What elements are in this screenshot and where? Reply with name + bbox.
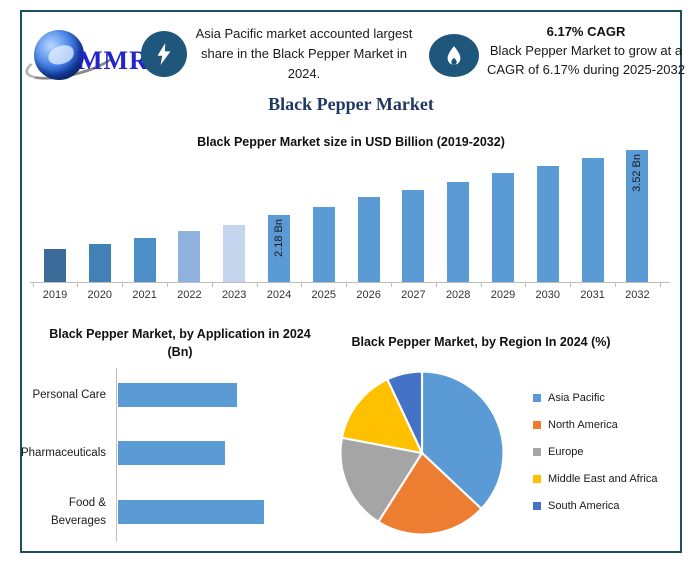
legend-swatch-icon [533, 421, 541, 429]
x-axis-tick [435, 283, 437, 287]
legend-item-north-america: North America [533, 416, 657, 434]
globe-icon [34, 30, 84, 80]
x-axis-tick [525, 283, 527, 287]
legend-swatch-icon [533, 394, 541, 402]
legend-swatch-icon [533, 475, 541, 483]
legend-swatch-icon [533, 448, 541, 456]
x-axis-tick [256, 283, 258, 287]
bar-2030 [536, 166, 559, 282]
category-label-food-beverages: Food & Beverages [51, 497, 106, 527]
legend-label: North America [548, 419, 618, 431]
x-axis-label-2019: 2019 [42, 289, 68, 301]
market-size-chart-title: Black Pepper Market size in USD Billion … [197, 135, 505, 149]
x-axis-tick [346, 283, 348, 287]
x-axis-tick [167, 283, 168, 287]
application-chart-title: Black Pepper Market, by Application in 2… [49, 327, 311, 359]
x-axis-label-2023: 2023 [221, 289, 247, 301]
pie-slice-asia-pacific [420, 370, 505, 511]
pie-slice-south-america [385, 370, 424, 454]
x-axis-label-2020: 2020 [87, 289, 113, 301]
market-size-chart: 2019 2020 2021 2022 2023 2.18 Bn 2024 2025 2026 2… [30, 150, 670, 301]
category-label-pharmaceuticals: Pharmaceuticals [20, 447, 106, 459]
x-axis-tick [32, 283, 34, 287]
pie-slice-middle-east-and-africa [340, 377, 424, 455]
pie-slice-europe [339, 436, 424, 524]
page-title: Black Pepper Market [268, 94, 434, 114]
bar-2026 [357, 197, 380, 282]
bar-2027 [402, 190, 425, 282]
x-axis-label-2031: 2031 [580, 289, 605, 301]
bar-2023 [223, 225, 246, 282]
legend-item-asia-pacific: Asia Pacific [533, 389, 657, 407]
legend-label: South America [548, 500, 620, 512]
lightning-icon [157, 42, 171, 66]
x-axis-tick [211, 283, 213, 287]
cagr-badge [429, 34, 479, 77]
bar-personal-care [118, 383, 237, 407]
page-border-frame [20, 10, 682, 553]
x-axis-label-2025: 2025 [311, 289, 337, 301]
x-axis-label-2024: 2024 [266, 289, 292, 301]
x-axis-label-2027: 2027 [401, 289, 426, 301]
x-axis-tick [570, 283, 572, 287]
region-pie-chart [339, 370, 505, 536]
category-label-personal-care: Personal Care [32, 389, 106, 401]
bar-2025 [312, 207, 335, 282]
x-axis-tick [480, 283, 482, 287]
application-chart [116, 368, 294, 542]
cagr-text: Black Pepper Market to grow at a CAGR of… [486, 43, 685, 77]
bar-2028 [447, 182, 470, 282]
x-axis-tick [301, 283, 303, 287]
x-axis-tick [659, 283, 661, 287]
cagr-title: 6.17% CAGR [546, 24, 626, 39]
mmr-logo: MMR [21, 20, 148, 88]
legend-swatch-icon [533, 502, 541, 510]
bar-2024: 2.18 Bn [268, 215, 290, 282]
region-chart-title: Black Pepper Market, by Region In 2024 (… [351, 335, 611, 349]
x-axis-tick [122, 283, 124, 287]
bar-2022 [178, 231, 201, 282]
legend-label: Europe [548, 446, 584, 458]
highlight-badge [141, 31, 187, 77]
x-axis-label-2032: 2032 [625, 289, 650, 301]
legend-item-south-america: South America [533, 497, 657, 515]
bar-2029 [492, 173, 514, 282]
x-axis-label-2028: 2028 [445, 289, 471, 301]
legend-label: Asia Pacific [548, 392, 605, 404]
cagr-callout: 6.17% CAGR Black Pepper Market to grow a… [482, 24, 690, 79]
pie-slice-north-america [376, 451, 483, 536]
bar-2019 [44, 249, 66, 282]
x-axis-tick [615, 283, 616, 287]
region-legend: Asia Pacific North America Europe Middle Ea… [533, 389, 657, 515]
bar-data-label-2032: 3.52 Bn [631, 154, 644, 192]
x-axis-label-2029: 2029 [490, 289, 516, 301]
x-axis-label-2030: 2030 [535, 289, 561, 301]
bar-pharmaceuticals [118, 441, 225, 465]
legend-item-europe: Europe [533, 443, 657, 461]
bar-2020 [88, 244, 111, 282]
x-axis-label-2021: 2021 [132, 289, 157, 301]
bar-2021 [133, 238, 156, 282]
legend-label: Middle East and Africa [548, 473, 658, 485]
x-axis-label-2026: 2026 [356, 289, 381, 301]
x-axis-tick [391, 283, 392, 287]
bar-data-label-2024: 2.18 Bn [273, 219, 285, 257]
logo-text: MMR [78, 46, 149, 75]
x-axis-tick [77, 283, 79, 287]
flame-icon [447, 45, 461, 65]
x-axis-label-2022: 2022 [177, 289, 202, 301]
bar-2032: 3.52 Bn [626, 150, 649, 282]
legend-item-middle-east-and-africa: Middle East and Africa [533, 470, 657, 488]
bar-food-beverages [118, 500, 264, 524]
highlight-text: Asia Pacific market accounted largest sh… [195, 26, 413, 81]
bar-2031 [581, 158, 604, 282]
globe-continent-shape [46, 43, 76, 67]
